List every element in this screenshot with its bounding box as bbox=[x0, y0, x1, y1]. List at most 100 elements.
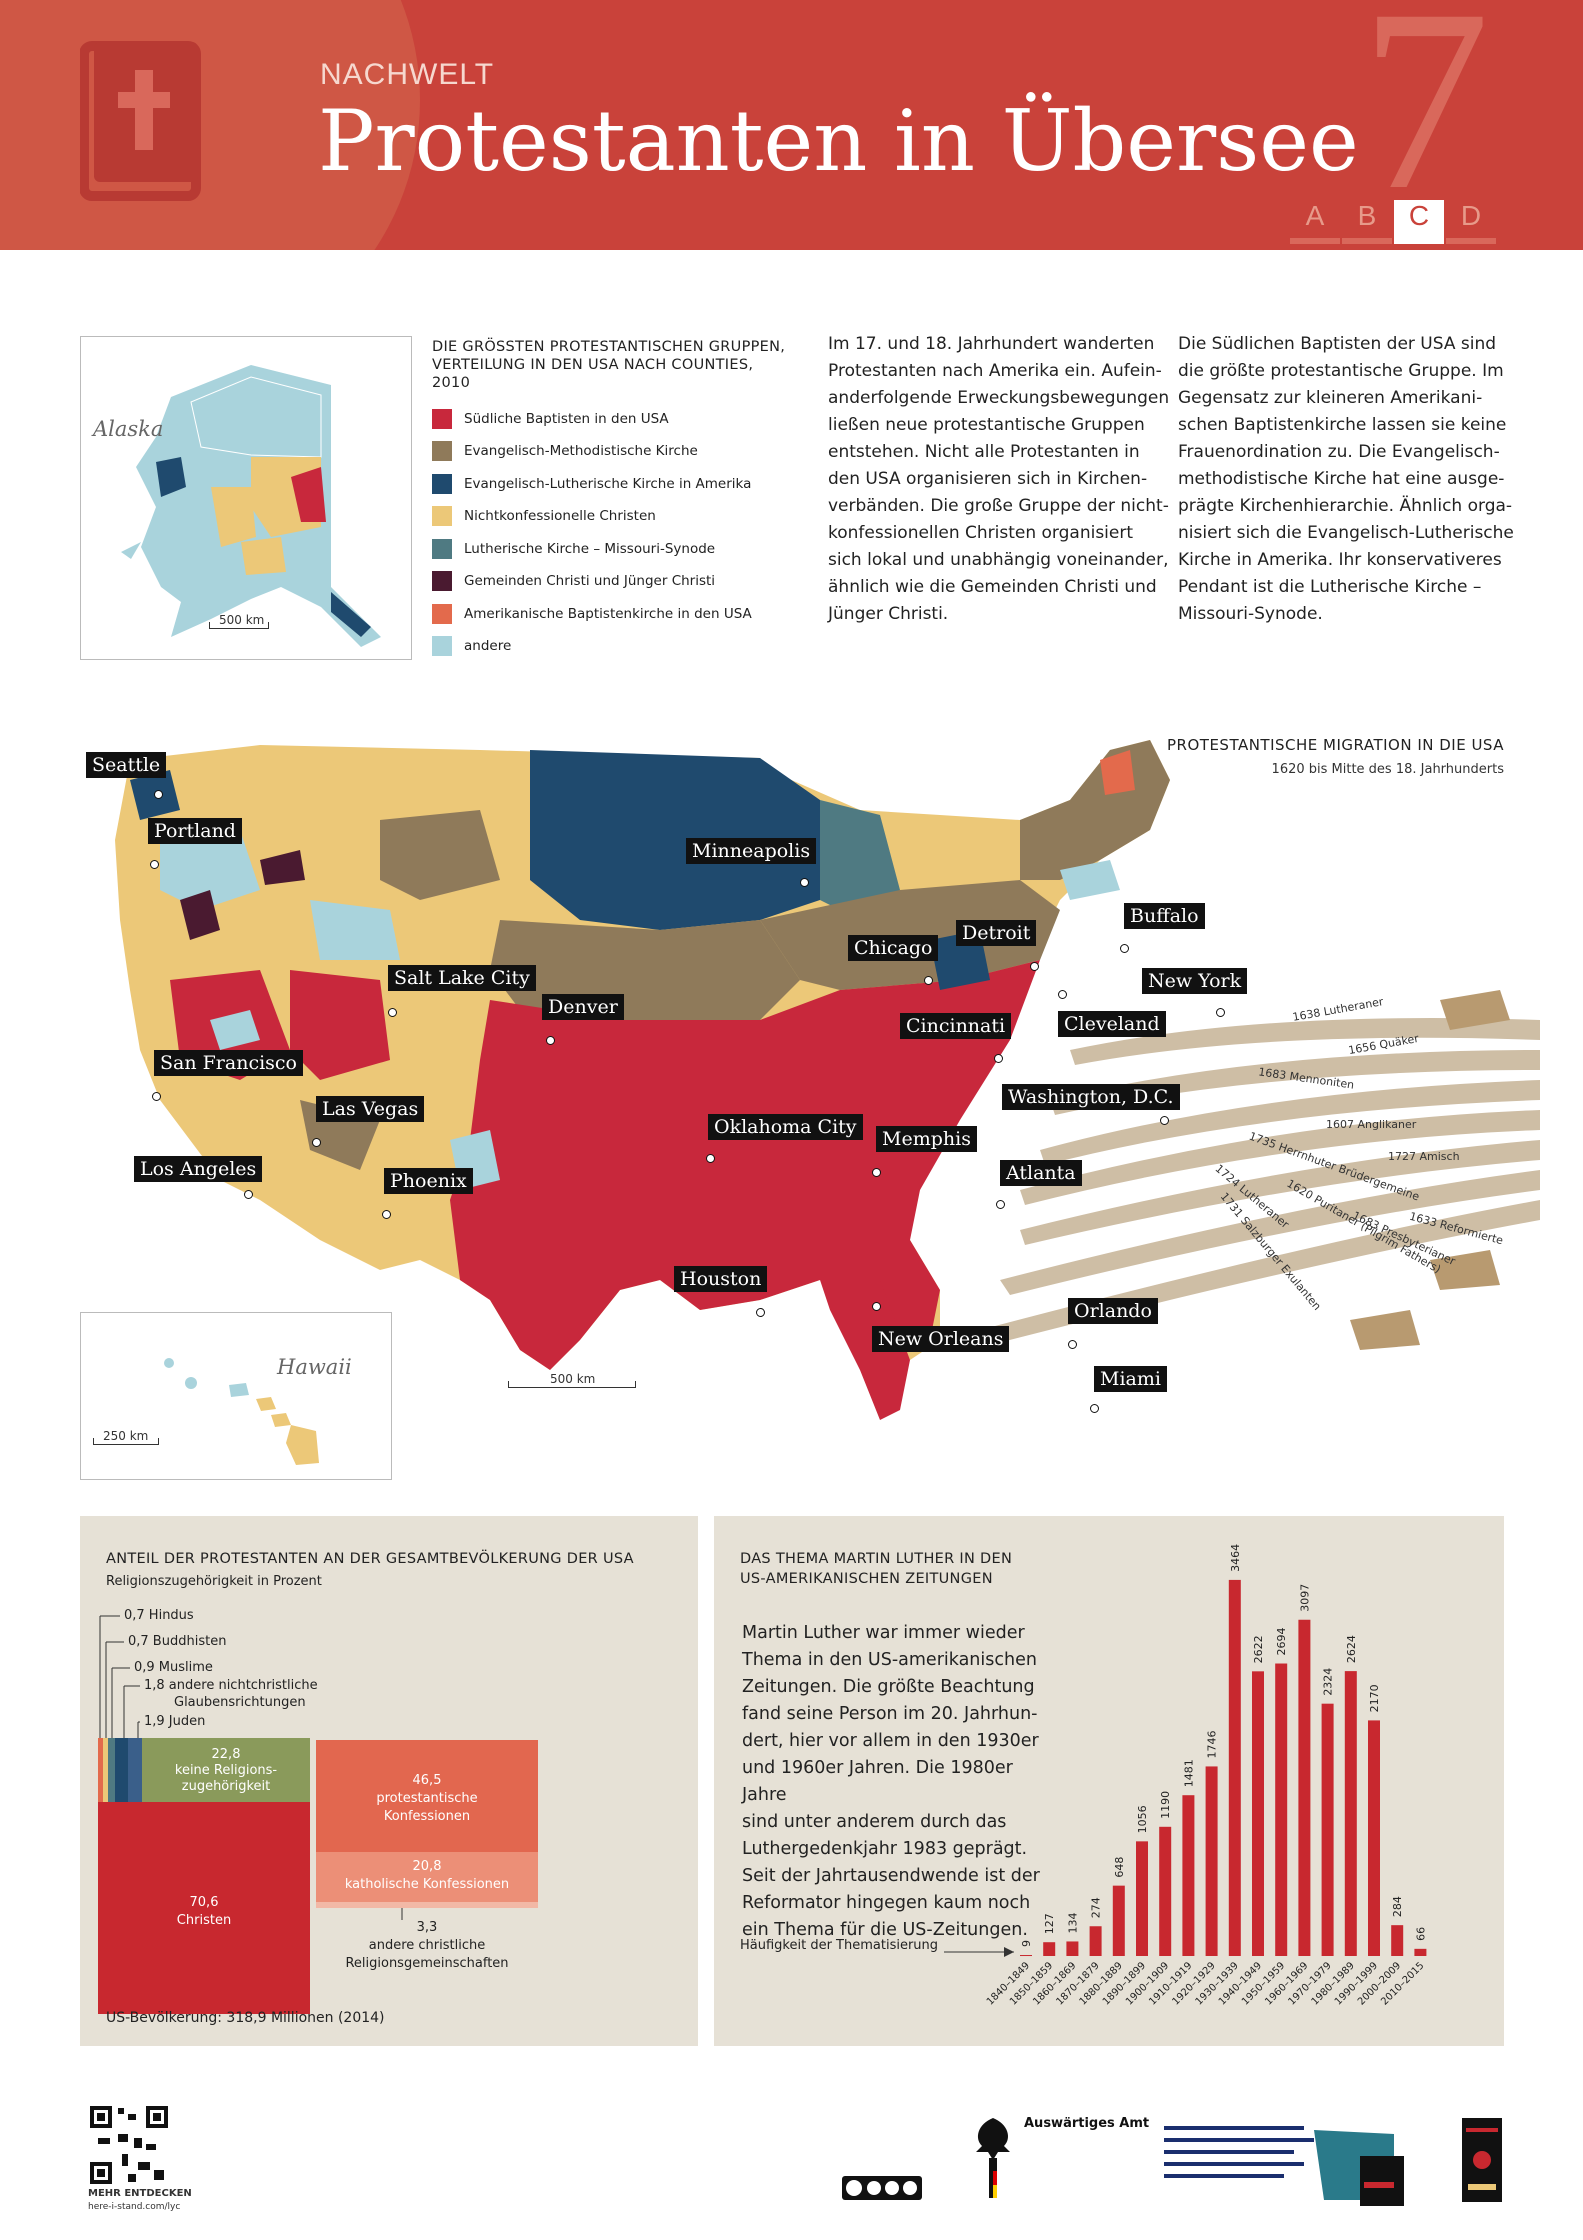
legend-item: Evangelisch-Lutherische Kirche in Amerik… bbox=[432, 474, 751, 494]
hindus-label: 0,7 Hindus bbox=[124, 1608, 194, 1623]
city-label: Cincinnati bbox=[900, 1013, 1012, 1039]
legend-swatch bbox=[432, 474, 452, 494]
chart-bar bbox=[1344, 1671, 1357, 1956]
city-label: New Orleans bbox=[872, 1326, 1010, 1352]
city-dot bbox=[756, 1308, 765, 1317]
city-dot bbox=[1090, 1404, 1099, 1413]
section-label: NACHWELT bbox=[320, 58, 495, 91]
legend-item: Südliche Baptisten in den USA bbox=[432, 409, 669, 429]
city-dot bbox=[382, 1210, 391, 1219]
city-label: San Francisco bbox=[154, 1050, 303, 1076]
city-dot bbox=[546, 1036, 555, 1045]
text-line: nisiert sich die Evangelisch-Lutherische bbox=[1178, 523, 1514, 543]
text-line: Protestanten nach Amerika ein. Aufein- bbox=[828, 361, 1162, 381]
city-dot bbox=[996, 1200, 1005, 1209]
chapter-number: 7 bbox=[1360, 0, 1490, 244]
text-line: Jünger Christi. bbox=[828, 604, 949, 624]
text-line: konfessionellen Christen organisiert bbox=[828, 523, 1134, 543]
usa-county-map bbox=[115, 740, 1540, 1420]
chart-bar bbox=[1321, 1703, 1334, 1956]
other-nonchristian-label-2: Glaubensrichtungen bbox=[174, 1695, 306, 1710]
other-christian-label: andere christliche bbox=[368, 1938, 486, 1953]
other-nonchristian-label: 1,8 andere nichtchristliche bbox=[144, 1678, 318, 1693]
hawaii-label: Hawaii bbox=[277, 1355, 352, 1379]
bible-icon bbox=[80, 41, 201, 201]
text-line: Zeitungen. Die größte Beachtung bbox=[742, 1677, 1035, 1697]
partner-logos bbox=[1164, 2126, 1404, 2206]
tab-c[interactable]: C bbox=[1394, 200, 1444, 244]
chart-bar bbox=[1252, 1671, 1264, 1956]
tab-a[interactable]: A bbox=[1290, 200, 1340, 244]
text-line: Die Südlichen Baptisten der USA sind bbox=[1178, 334, 1497, 354]
groups-text: Die Südlichen Baptisten der USA sind die… bbox=[1178, 331, 1514, 628]
chart-value-label: 2694 bbox=[1275, 1628, 1288, 1656]
jews-label: 1,9 Juden bbox=[144, 1714, 206, 1729]
city-label: Miami bbox=[1094, 1366, 1167, 1392]
hawaii-shape bbox=[164, 1358, 319, 1465]
chart-bar bbox=[1089, 1926, 1102, 1956]
protestant-block bbox=[316, 1740, 538, 1852]
text-line: Pendant ist die Lutherische Kirche – bbox=[1178, 577, 1482, 597]
legend-swatch bbox=[432, 441, 452, 461]
chart-value-label: 66 bbox=[1414, 1927, 1427, 1941]
text-line: die größte protestantische Gruppe. Im bbox=[1178, 361, 1504, 381]
text-line: den USA organisieren sich in Kirchen- bbox=[828, 469, 1148, 489]
text-line: methodistische Kirche hat eine ausge- bbox=[1178, 469, 1505, 489]
other-christian-value: 3,3 bbox=[416, 1920, 438, 1935]
population-subtitle: Religionszugehörigkeit in Prozent bbox=[106, 1574, 322, 1589]
legend-swatch bbox=[432, 636, 452, 656]
text-line: Gegensatz zur kleineren Amerikani- bbox=[1178, 388, 1483, 408]
tab-b[interactable]: B bbox=[1342, 200, 1392, 244]
city-label: Minneapolis bbox=[686, 838, 817, 864]
text-line: prägte Kirchenhierarchie. Ähnlich orga- bbox=[1178, 496, 1513, 516]
luther-logo-icon bbox=[1462, 2118, 1502, 2202]
text-line: Seit der Jahrtausendwende ist der bbox=[742, 1866, 1040, 1886]
luther-text: Martin Luther war immer wieder Thema in … bbox=[742, 1620, 1042, 1944]
text-line: fand seine Person im 20. Jahrhun- bbox=[742, 1704, 1038, 1724]
qr-code[interactable] bbox=[88, 2104, 170, 2186]
creative-commons-icon bbox=[842, 2176, 922, 2200]
hawaii-scale-label: 250 km bbox=[103, 1429, 149, 1443]
city-label: Memphis bbox=[876, 1126, 977, 1152]
hindus-bar bbox=[98, 1738, 103, 1802]
christians-label: Christen bbox=[176, 1913, 232, 1928]
catholic-block bbox=[316, 1852, 538, 1902]
chart-value-label: 1481 bbox=[1182, 1759, 1195, 1787]
chart-bar bbox=[1298, 1619, 1311, 1956]
chart-value-label: 2324 bbox=[1322, 1668, 1335, 1696]
legend-item: Amerikanische Baptistenkirche in den USA bbox=[432, 604, 752, 624]
legend-swatch bbox=[432, 571, 452, 591]
text-line: Kirche in Amerika. Ihr konservativeres bbox=[1178, 550, 1502, 570]
chart-bar bbox=[1275, 1663, 1288, 1956]
legend-swatch bbox=[432, 506, 452, 526]
no-religion-value: 22,8 bbox=[211, 1747, 241, 1762]
muslims-label: 0,9 Muslime bbox=[134, 1660, 213, 1675]
qr-caption: MEHR ENTDECKEN bbox=[88, 2188, 192, 2199]
legend-label: Lutherische Kirche – Missouri-Synode bbox=[464, 541, 716, 557]
luther-panel: DAS THEMA MARTIN LUTHER IN DEN US-AMERIK… bbox=[714, 1516, 1504, 2046]
other-christian-block bbox=[316, 1902, 538, 1908]
city-label: Atlanta bbox=[1000, 1160, 1082, 1186]
map-scale-label: 500 km bbox=[550, 1372, 596, 1386]
city-dot bbox=[872, 1302, 881, 1311]
chart-value-label: 1746 bbox=[1206, 1730, 1219, 1758]
text-line: verbänden. Die große Gruppe der nicht- bbox=[828, 496, 1169, 516]
buddhists-label: 0,7 Buddhisten bbox=[128, 1634, 227, 1649]
legend-item: Nichtkonfessionelle Christen bbox=[432, 506, 656, 526]
city-dot bbox=[244, 1190, 253, 1199]
city-dot bbox=[1120, 944, 1129, 953]
chart-bar bbox=[1368, 1720, 1380, 1956]
city-dot bbox=[994, 1054, 1003, 1063]
text-line: und 1960er Jahren. Die 1980er Jahre bbox=[742, 1758, 1013, 1805]
legend-label: andere bbox=[464, 638, 512, 654]
qr-url[interactable]: here-i-stand.com/lyc bbox=[88, 2202, 181, 2212]
chart-bar bbox=[1414, 1948, 1427, 1956]
ministry-logo: Auswärtiges Amt bbox=[1024, 2116, 1150, 2131]
text-line: Missouri-Synode. bbox=[1178, 604, 1323, 624]
tab-d[interactable]: D bbox=[1446, 200, 1496, 244]
city-dot bbox=[1216, 1008, 1225, 1017]
legend-label: Nichtkonfessionelle Christen bbox=[464, 508, 656, 524]
arrow-label: 1727 Amisch bbox=[1388, 1150, 1460, 1163]
chart-value-label: 284 bbox=[1391, 1896, 1404, 1917]
population-title: ANTEIL DER PROTESTANTEN AN DER GESAMTBEV… bbox=[106, 1551, 634, 1567]
